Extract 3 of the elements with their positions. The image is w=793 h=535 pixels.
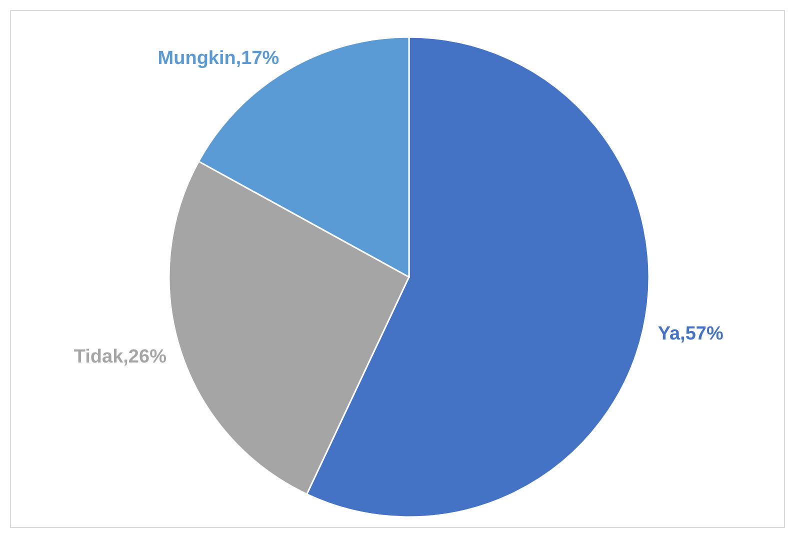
slice-label: Tidak,26% [74,346,167,368]
slice-label: Ya,57% [658,323,724,344]
slice-label: Mungkin,17% [158,48,280,70]
